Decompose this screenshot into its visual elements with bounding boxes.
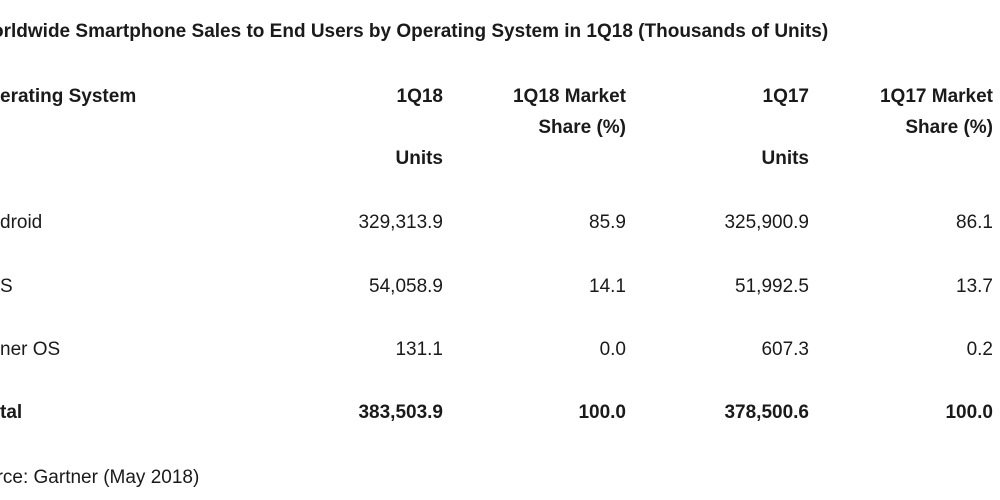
table-row-units-1q17: 325,900.9 <box>724 212 809 233</box>
header-1q18-share-line1: 1Q18 Market <box>512 86 626 107</box>
table-row-units-1q17: 607.3 <box>761 339 809 360</box>
table-row-units-1q17: 51,992.5 <box>735 276 809 297</box>
header-1q18-units-line2: Units <box>395 148 444 169</box>
table-row-units-1q18: 329,313.9 <box>358 212 443 233</box>
table-row-os: S <box>0 276 13 297</box>
table-row-units-1q18: 54,058.9 <box>369 276 443 297</box>
header-1q17-share-line2: Share (%) <box>905 117 993 138</box>
source-note: urce: Gartner (May 2018) <box>0 467 200 488</box>
table-row-share-1q18: 85.9 <box>589 212 626 233</box>
table-row-os: droid <box>0 212 43 233</box>
table-row-share-1q17: 13.7 <box>956 276 993 297</box>
header-1q17-share-line1: 1Q17 Market <box>879 86 993 107</box>
total-share-1q17: 100.0 <box>945 402 993 423</box>
header-1q17-units-line1: 1Q17 <box>762 86 809 107</box>
total-units-1q17: 378,500.6 <box>724 402 809 423</box>
header-1q18-units-line1: 1Q18 <box>396 86 443 107</box>
table-title: orldwide Smartphone Sales to End Users b… <box>0 21 829 42</box>
table-row-share-1q17: 0.2 <box>966 339 993 360</box>
total-row-label: tal <box>0 402 23 423</box>
table-row-os: ner OS <box>0 339 61 360</box>
header-1q17-units-line2: Units <box>761 148 810 169</box>
table-row-share-1q18: 14.1 <box>589 276 626 297</box>
total-units-1q18: 383,503.9 <box>358 402 443 423</box>
table-row-units-1q18: 131.1 <box>395 339 443 360</box>
table-row-share-1q18: 0.0 <box>599 339 626 360</box>
header-operating-system: erating System <box>0 86 137 107</box>
table-row-share-1q17: 86.1 <box>956 212 993 233</box>
header-1q18-share-line2: Share (%) <box>538 117 626 138</box>
total-share-1q18: 100.0 <box>578 402 626 423</box>
